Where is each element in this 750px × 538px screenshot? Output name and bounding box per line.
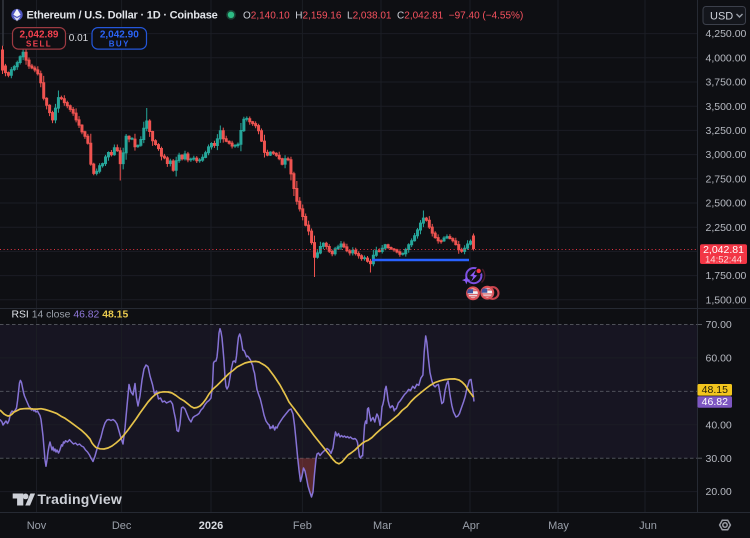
svg-text:2,042.90: 2,042.90 xyxy=(100,30,139,41)
svg-text:Dec: Dec xyxy=(112,520,132,532)
svg-text:2,750.00: 2,750.00 xyxy=(706,173,747,185)
svg-text:4,250.00: 4,250.00 xyxy=(706,28,747,40)
svg-text:1,500.00: 1,500.00 xyxy=(706,294,747,306)
svg-text:Nov: Nov xyxy=(27,520,47,532)
svg-text:1,750.00: 1,750.00 xyxy=(706,270,747,282)
svg-text:30.00: 30.00 xyxy=(706,453,732,465)
svg-text:60.00: 60.00 xyxy=(706,353,732,365)
svg-text:O2,140.10 H2,159.16 L2,038.0: O2,140.10 H2,159.16 L2,038.01 C2,042.81 … xyxy=(243,10,523,21)
svg-text:3,500.00: 3,500.00 xyxy=(706,101,747,113)
svg-text:Jun: Jun xyxy=(639,520,657,532)
svg-text:Feb: Feb xyxy=(293,520,312,532)
svg-text:TradingView: TradingView xyxy=(38,491,122,507)
svg-text:May: May xyxy=(548,520,569,532)
svg-text:20.00: 20.00 xyxy=(706,486,732,498)
svg-text:2,500.00: 2,500.00 xyxy=(706,198,747,210)
svg-text:0.01: 0.01 xyxy=(69,33,89,44)
svg-text:SELL: SELL xyxy=(26,40,52,49)
svg-text:3,000.00: 3,000.00 xyxy=(706,149,747,161)
svg-text:BUY: BUY xyxy=(109,40,130,49)
svg-text:Mar: Mar xyxy=(373,520,392,532)
svg-text:4,000.00: 4,000.00 xyxy=(706,52,747,64)
svg-text:40.00: 40.00 xyxy=(706,419,732,431)
svg-text:2,250.00: 2,250.00 xyxy=(706,222,747,234)
svg-text:3,250.00: 3,250.00 xyxy=(706,125,747,137)
svg-text:RSI 14 close 46.82 48.15: RSI 14 close 46.82 48.15 xyxy=(12,310,129,321)
svg-text:2,042.89: 2,042.89 xyxy=(20,30,59,41)
svg-text:Ethereum / U.S. Dollar · 1D ·: Ethereum / U.S. Dollar · 1D · Coinbase xyxy=(27,10,218,22)
svg-text:Apr: Apr xyxy=(462,520,479,532)
svg-text:2,042.81: 2,042.81 xyxy=(703,244,744,256)
svg-text:48.15: 48.15 xyxy=(702,384,728,396)
svg-text:USD: USD xyxy=(710,11,733,23)
svg-text:3,750.00: 3,750.00 xyxy=(706,77,747,89)
svg-text:2026: 2026 xyxy=(199,520,223,532)
svg-text:14:52:44: 14:52:44 xyxy=(705,255,742,266)
svg-text:46.82: 46.82 xyxy=(702,396,728,408)
svg-text:70.00: 70.00 xyxy=(706,319,732,331)
